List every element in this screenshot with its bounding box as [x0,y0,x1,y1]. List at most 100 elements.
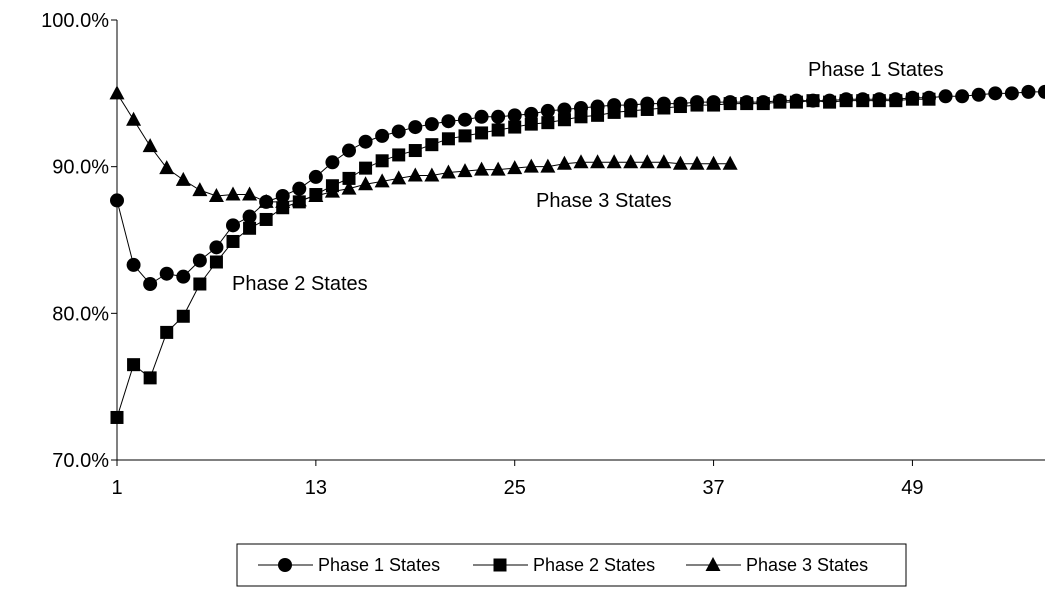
data-point-square [176,309,190,323]
data-point-square [475,126,489,140]
series-line-2 [116,98,929,418]
data-point-triangle [208,188,224,202]
data-point-triangle [109,85,125,100]
chart-axes: 70.0% 80.0% 90.0% 100.0% 1 13 25 37 49 [41,10,1045,499]
data-point-triangle [424,167,440,182]
data-point-square [508,120,522,134]
data-point-circle [424,117,439,132]
data-point-square [458,129,472,143]
data-point-triangle [556,155,572,170]
data-point-square [657,101,671,115]
data-point-triangle [440,164,456,179]
data-point-triangle [656,154,672,169]
data-point-square [673,100,687,114]
data-point-square [375,154,389,168]
y-tick-label: 80.0% [52,303,109,325]
data-point-triangle [523,158,539,173]
legend-marker-square [493,558,507,572]
data-point-square [773,95,787,109]
data-point-circle [540,103,555,118]
data-point-circle [458,112,472,127]
x-tick-label: 25 [504,477,526,499]
series-layer [109,84,1045,424]
data-point-circle [325,155,340,170]
y-tick-label: 100.0% [41,10,109,32]
x-tick-label: 37 [702,477,724,499]
data-point-square [110,410,124,424]
data-point-circle [292,181,307,196]
data-point-triangle [126,111,142,126]
data-point-triangle [242,186,258,201]
data-point-triangle [606,154,622,169]
series-annotations: Phase 1 States Phase 2 States Phase 3 St… [232,59,944,295]
data-point-circle [408,120,423,135]
data-point-triangle [722,155,738,170]
data-point-triangle [258,193,274,208]
data-point-square [806,94,820,108]
data-point-triangle [142,138,158,153]
data-point-triangle [590,154,606,169]
data-point-triangle [407,167,423,182]
data-point-triangle [689,155,705,170]
data-point-square [557,113,571,127]
data-point-square [922,92,936,106]
x-tick-label: 13 [305,477,327,499]
data-point-circle [358,134,373,149]
legend-label: Phase 3 States [746,555,868,575]
data-point-square [441,132,455,146]
annotation-phase-2: Phase 2 States [232,273,368,295]
data-point-circle [159,266,174,281]
legend-marker-triangle [705,557,721,571]
data-point-circle [209,240,224,255]
x-tick-label: 49 [901,477,923,499]
data-point-square [491,123,505,137]
data-point-circle [441,114,456,129]
data-point-triangle [623,154,639,169]
data-point-square [607,105,621,119]
data-point-circle [110,193,124,208]
data-point-circle [971,87,986,102]
data-point-square [905,92,919,106]
data-point-circle [391,124,406,139]
legend-box [236,543,907,587]
series-3 [109,85,738,208]
data-point-square [524,117,538,131]
data-point-circle [308,169,323,184]
legend-label: Phase 2 States [533,555,655,575]
legend-item-1: Phase 1 States [258,555,440,575]
data-point-square [259,212,273,226]
data-point-square [756,97,770,111]
data-point-square [723,97,737,111]
data-point-triangle [192,182,208,197]
data-point-triangle [573,154,589,169]
data-point-square [392,148,406,162]
legend-marker-circle [278,558,292,572]
data-point-circle [226,218,240,233]
data-point-square [707,98,721,112]
data-point-square [889,94,903,108]
data-point-square [143,371,157,385]
data-point-triangle [225,186,241,201]
data-point-square [209,255,223,269]
data-point-triangle [159,160,175,175]
data-point-triangle [324,183,340,198]
data-point-square [127,358,141,372]
data-point-triangle [175,171,191,186]
data-point-triangle [507,160,523,175]
series-2 [110,92,936,424]
data-point-square [823,95,837,109]
data-point-square [160,325,174,339]
data-point-circle [176,269,191,284]
data-point-square [690,98,704,112]
data-point-circle [375,128,390,143]
data-point-circle [1004,86,1019,101]
data-point-circle [342,143,356,158]
chart-legend: Phase 1 States Phase 2 States Phase 3 Stat… [236,543,907,587]
data-point-triangle [374,173,390,188]
data-point-circle [242,209,257,224]
data-point-square [740,97,754,111]
data-point-triangle [391,170,407,185]
data-point-circle [474,109,489,124]
data-point-square [425,138,439,152]
data-point-square [541,116,555,130]
